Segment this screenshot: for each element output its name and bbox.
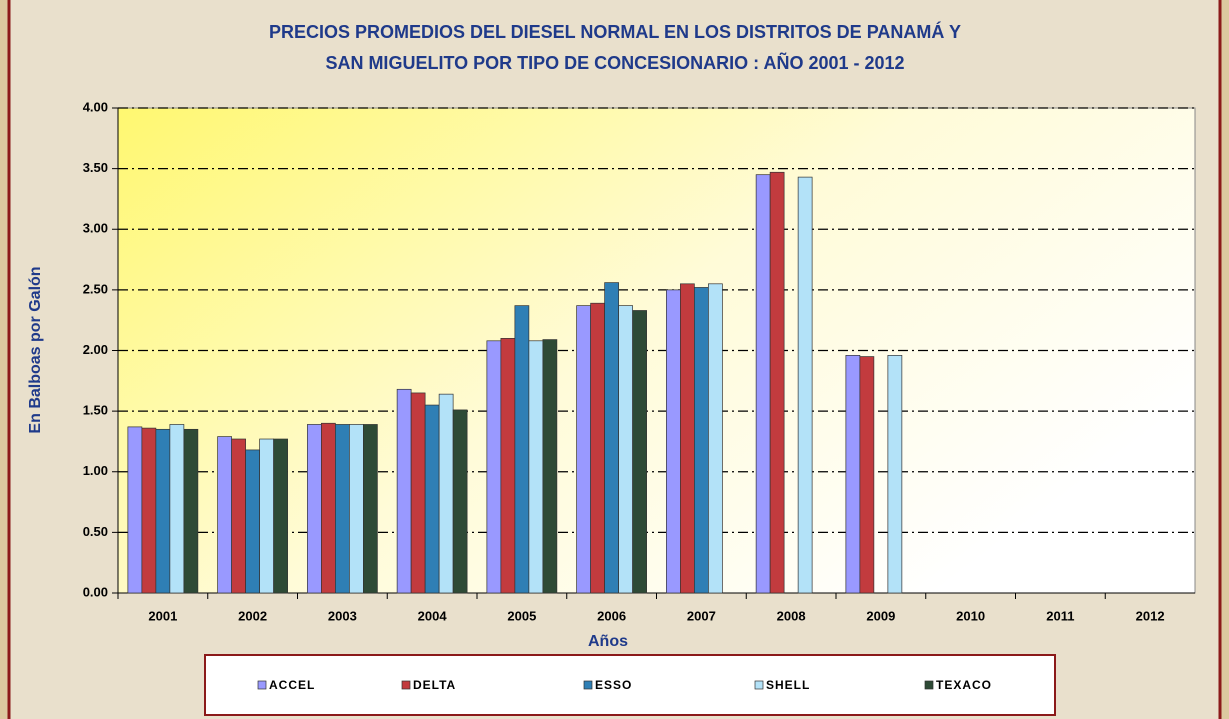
x-tick-label: 2012 [1136, 608, 1165, 623]
legend-swatch [257, 680, 267, 690]
legend-label: TEXACO [936, 678, 992, 692]
bar [576, 305, 591, 594]
bar [169, 424, 185, 594]
bar [528, 340, 544, 594]
bar [307, 424, 322, 594]
bar [438, 393, 454, 594]
legend-label: ESSO [595, 678, 632, 692]
bar [273, 438, 288, 594]
y-tick-label: 1.00 [83, 463, 108, 478]
x-tick-label: 2002 [238, 608, 267, 623]
y-tick-label: 1.50 [83, 403, 108, 418]
bar [797, 176, 813, 594]
bar [486, 340, 502, 594]
bar [666, 289, 681, 594]
bar [604, 282, 619, 594]
bar [542, 339, 558, 594]
bar [500, 338, 516, 594]
x-tick-label: 2005 [507, 608, 536, 623]
x-tick-label: 2001 [148, 608, 177, 623]
bar [755, 174, 771, 594]
bar [363, 424, 378, 594]
x-tick-label: 2010 [956, 608, 985, 623]
bar [396, 388, 412, 594]
bar [514, 305, 530, 594]
bar [349, 424, 364, 594]
y-tick-label: 0.50 [83, 524, 108, 539]
legend-swatch [583, 680, 593, 690]
x-axis-title: Años [588, 633, 628, 650]
x-tick-label: 2006 [597, 608, 626, 623]
bar [694, 287, 709, 594]
bar [618, 305, 633, 594]
legend-label: DELTA [413, 678, 456, 692]
bar [769, 171, 785, 594]
bar [335, 424, 350, 594]
y-axis-title: En Balboas por Galón [27, 266, 44, 433]
legend-swatch [754, 680, 764, 690]
legend-swatch [924, 680, 934, 690]
bar [424, 404, 440, 594]
x-tick-label: 2011 [1046, 608, 1074, 623]
bar [321, 422, 336, 594]
y-tick-label: 2.00 [83, 342, 108, 357]
bar [845, 355, 861, 594]
bar [217, 436, 232, 594]
x-tick-label: 2003 [328, 608, 357, 623]
legend-label: SHELL [766, 678, 810, 692]
bar [127, 426, 143, 594]
x-tick-label: 2009 [866, 608, 895, 623]
y-tick-label: 4.00 [83, 99, 108, 114]
bar [680, 283, 695, 594]
plot-area [117, 107, 1196, 594]
x-tick-label: 2007 [687, 608, 716, 623]
chart-title: PRECIOS PROMEDIOS DEL DIESEL NORMAL EN L… [269, 21, 961, 42]
legend-swatch [401, 680, 411, 690]
bar [231, 438, 246, 594]
bar [859, 356, 875, 594]
legend-label: ACCEL [269, 678, 315, 692]
x-tick-label: 2004 [418, 608, 448, 623]
bar [452, 409, 468, 594]
chart-title: SAN MIGUELITO POR TIPO DE CONCESIONARIO … [325, 52, 904, 73]
y-tick-label: 3.00 [83, 221, 108, 236]
y-tick-label: 3.50 [83, 160, 108, 175]
bar [155, 428, 171, 594]
bar [708, 283, 723, 594]
bar [410, 392, 426, 594]
bar [245, 449, 260, 594]
bar [141, 427, 157, 594]
bar [590, 302, 605, 594]
bar [259, 438, 274, 594]
legend [204, 654, 1056, 716]
y-tick-label: 2.50 [83, 281, 108, 296]
bar [632, 310, 647, 594]
x-tick-label: 2008 [777, 608, 806, 623]
bar [183, 428, 199, 594]
bar [887, 355, 903, 594]
y-tick-label: 0.00 [83, 584, 108, 599]
